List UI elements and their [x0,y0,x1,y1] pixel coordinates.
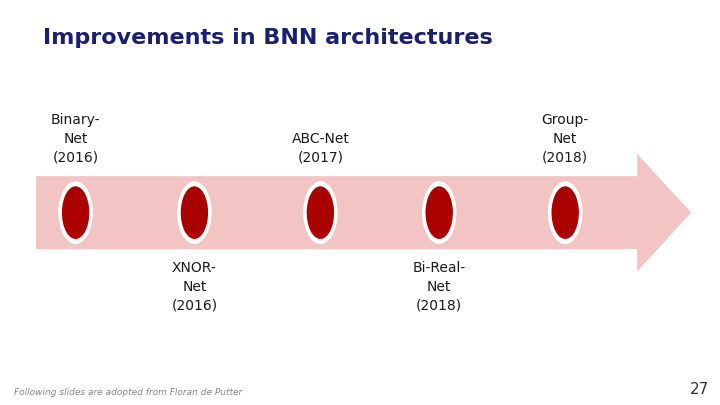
Ellipse shape [422,181,456,244]
Text: Group-
Net
(2018): Group- Net (2018) [541,113,589,164]
Text: Improvements in BNN architectures: Improvements in BNN architectures [43,28,493,48]
Text: XNOR-
Net
(2016): XNOR- Net (2016) [171,261,217,312]
Text: Binary-
Net
(2016): Binary- Net (2016) [51,113,100,164]
Ellipse shape [58,181,93,244]
Ellipse shape [548,181,582,244]
Ellipse shape [307,186,334,239]
Ellipse shape [552,186,579,239]
Ellipse shape [303,181,338,244]
Polygon shape [36,154,691,271]
Ellipse shape [62,186,89,239]
Ellipse shape [181,186,208,239]
Text: 27: 27 [690,382,709,397]
Text: ABC-Net
(2017): ABC-Net (2017) [292,132,349,164]
Ellipse shape [426,186,453,239]
Text: Bi-Real-
Net
(2018): Bi-Real- Net (2018) [413,261,466,312]
Text: Following slides are adopted from Floran de Putter: Following slides are adopted from Floran… [14,388,243,397]
Ellipse shape [177,181,212,244]
